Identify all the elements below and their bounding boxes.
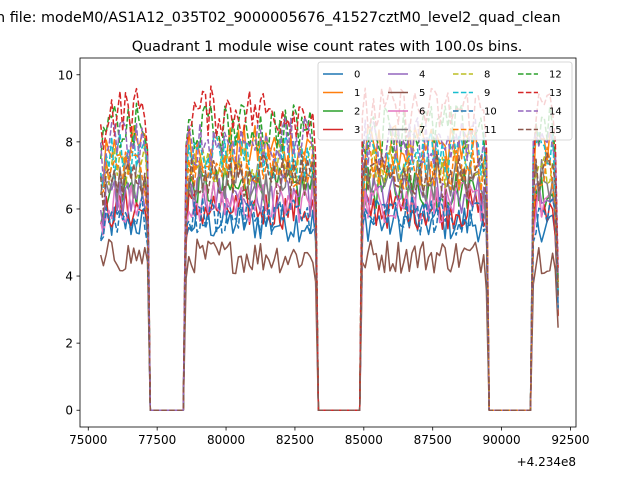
x-tick-label: 92500 — [551, 433, 589, 447]
legend-label-0: 0 — [354, 70, 360, 81]
legend-label-9: 9 — [484, 88, 490, 99]
legend-label-8: 8 — [484, 70, 490, 81]
series-line-15 — [99, 152, 559, 411]
y-tick-label: 10 — [58, 68, 73, 82]
series-line-1 — [100, 124, 559, 411]
legend-label-7: 7 — [419, 125, 425, 136]
legend-label-14: 14 — [549, 107, 562, 118]
x-tick-label: 85000 — [345, 433, 383, 447]
x-axis: 75000 77500 80000 82500 85000 87500 90000 92500 — [69, 427, 590, 447]
y-tick-label: 0 — [65, 404, 73, 418]
x-tick-label: 90000 — [483, 433, 521, 447]
plot-frame — [79, 57, 577, 428]
x-offset-label: +4.234e8 — [517, 455, 576, 469]
x-tick-label: 87500 — [414, 433, 452, 447]
y-tick-label: 6 — [65, 202, 73, 216]
legend-label-12: 12 — [549, 70, 562, 81]
x-tick-label: 77500 — [138, 433, 176, 447]
legend-label-4: 4 — [419, 70, 425, 81]
legend-label-6: 6 — [419, 107, 425, 118]
legend-label-13: 13 — [549, 88, 562, 99]
x-tick-label: 80000 — [207, 433, 245, 447]
y-tick-label: 4 — [65, 270, 73, 284]
legend-label-1: 1 — [354, 88, 360, 99]
series-line-12 — [99, 102, 559, 411]
x-tick-label: 75000 — [69, 433, 107, 447]
y-tick-label: 2 — [65, 337, 73, 351]
legend-label-2: 2 — [354, 107, 360, 118]
legend-box — [317, 61, 573, 141]
y-axis: 0 2 4 6 8 10 — [58, 68, 80, 418]
x-tick-label: 82500 — [276, 433, 314, 447]
chart-title: Quadrant 1 module wise count rates with … — [132, 39, 523, 55]
legend-label-10: 10 — [484, 107, 497, 118]
legend-label-15: 15 — [549, 125, 562, 136]
y-tick-label: 8 — [65, 135, 73, 149]
series-line-14 — [99, 116, 559, 411]
legend-label-11: 11 — [484, 125, 497, 136]
legend-label-5: 5 — [419, 88, 425, 99]
legend-label-3: 3 — [354, 125, 360, 136]
figure-suptitle: n file: modeM0/AS1A12_035T02_9000005676_… — [0, 10, 561, 26]
